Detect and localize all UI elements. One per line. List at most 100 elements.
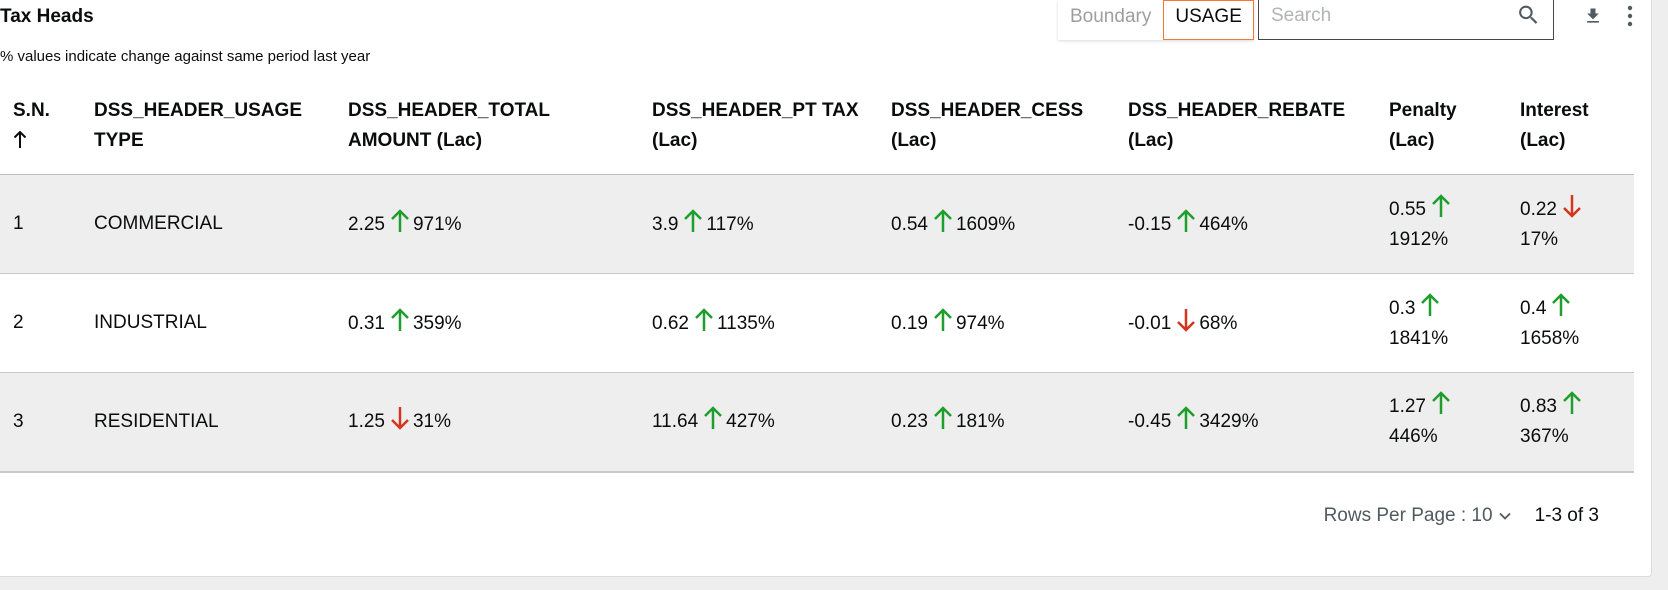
cell-value: 0.55: [1389, 198, 1426, 220]
column-header-penalty-label-2: (Lac): [1389, 130, 1435, 151]
cell-percent: 359%: [412, 312, 462, 334]
cell-percent: 1609%: [955, 213, 1016, 235]
cell-percent: 974%: [955, 312, 1005, 334]
tax-heads-table: S.N. DSS_HEADER_USAGE TYPE DSS_HEADER_TOT…: [0, 88, 1634, 473]
cell-sn: 3: [13, 410, 24, 432]
column-header-interest-label-1: Interest: [1520, 100, 1589, 121]
column-header-usage-label-1: DSS_HEADER_USAGE: [94, 100, 302, 121]
cell-sn: 1: [13, 213, 24, 234]
cell-percent: 68%: [1199, 312, 1238, 334]
cell-value: 11.64: [652, 411, 699, 433]
table-header-row: S.N. DSS_HEADER_USAGE TYPE DSS_HEADER_TOT…: [0, 88, 1634, 175]
search-icon[interactable]: [1516, 2, 1541, 28]
column-header-penalty-label-1: Penalty: [1389, 100, 1457, 121]
cell-value: -0.15: [1128, 213, 1172, 235]
column-header-interest[interactable]: Interest (Lac): [1520, 88, 1634, 175]
table-row[interactable]: 3 RESIDENTIAL 1.25 31% 11.64 427% 0.23 181%…: [0, 372, 1634, 472]
rows-per-page-select[interactable]: Rows Per Page : 10: [1324, 505, 1535, 527]
arrow-up-icon: [1421, 292, 1440, 316]
arrow-up-icon: [1177, 208, 1196, 232]
cell-percent: 367%: [1520, 426, 1569, 448]
cell-value: 0.54: [891, 213, 928, 235]
cell-percent: 3429%: [1199, 411, 1259, 433]
cell-value: -0.01: [1128, 312, 1172, 334]
cell-percent: 464%: [1199, 213, 1248, 235]
cell-total: 1.25 31%: [348, 373, 652, 472]
card-subtitle: % values indicate change against same pe…: [0, 48, 371, 65]
cell-rebate: -0.15 464%: [1128, 175, 1389, 274]
column-header-cess-label-2: (Lac): [891, 130, 937, 151]
column-header-total-label-2: AMOUNT (Lac): [348, 130, 483, 151]
cell-percent: 446%: [1389, 426, 1438, 448]
cell-pt-tax: 3.9 117%: [652, 175, 891, 274]
cell-total: 2.25 971%: [348, 175, 652, 274]
cell-cess: 0.23 181%: [891, 373, 1128, 472]
cell-percent: 1658%: [1520, 327, 1580, 349]
cell-value: 1.27: [1389, 396, 1426, 418]
boundary-toggle-button[interactable]: Boundary: [1070, 6, 1152, 27]
tax-heads-card: Tax Heads % values indicate change again…: [0, 0, 1652, 577]
arrow-up-icon: [704, 406, 723, 430]
cell-pt-tax: 0.62 1135%: [652, 274, 891, 373]
table-row[interactable]: 2 INDUSTRIAL 0.31 359% 0.62 1135% 0.19 974%…: [0, 274, 1634, 373]
column-header-total-label-1: DSS_HEADER_TOTAL: [348, 100, 550, 121]
view-toggle: Boundary USAGE: [1058, 0, 1254, 40]
arrow-down-icon: [1563, 194, 1581, 218]
cell-value: 0.3: [1389, 297, 1416, 319]
cell-value: 3.9: [652, 213, 679, 235]
cell-interest: 0.22 17%: [1520, 175, 1634, 274]
arrow-up-icon: [684, 208, 703, 232]
table-row[interactable]: 1 COMMERCIAL 2.25 971% 3.9 117% 0.54 1609% …: [0, 174, 1634, 274]
arrow-up-icon: [934, 208, 952, 232]
cell-percent: 427%: [726, 411, 775, 433]
more-vert-icon[interactable]: [1625, 4, 1635, 28]
cell-percent: 1841%: [1389, 327, 1449, 349]
column-header-usage[interactable]: DSS_HEADER_USAGE TYPE: [94, 88, 348, 175]
arrow-up-icon: [934, 406, 952, 430]
cell-percent: 1135%: [716, 312, 775, 334]
cell-usage-type: INDUSTRIAL: [94, 312, 207, 333]
column-header-sn[interactable]: S.N.: [0, 88, 94, 175]
cell-percent: 181%: [955, 411, 1005, 433]
search-input[interactable]: [1271, 4, 1516, 27]
column-header-total[interactable]: DSS_HEADER_TOTAL AMOUNT (Lac): [348, 88, 652, 175]
cell-value: 0.23: [891, 411, 928, 433]
cell-percent: 971%: [412, 213, 462, 235]
cell-interest: 0.83 367%: [1520, 373, 1634, 472]
column-header-sn-label: S.N.: [13, 100, 50, 121]
cell-percent: 1912%: [1389, 228, 1449, 250]
card-title: Tax Heads: [0, 6, 94, 27]
cell-percent: 17%: [1520, 228, 1559, 250]
column-header-pt-tax[interactable]: DSS_HEADER_PT TAX (Lac): [652, 88, 891, 175]
arrow-up-icon: [1432, 391, 1450, 415]
rows-per-page-label: Rows Per Page : 10: [1323, 505, 1493, 526]
column-header-cess[interactable]: DSS_HEADER_CESS (Lac): [891, 88, 1128, 175]
cell-sn: 2: [13, 312, 24, 333]
cell-interest: 0.4 1658%: [1520, 274, 1634, 373]
cell-rebate: -0.45 3429%: [1128, 373, 1389, 472]
column-header-interest-label-2: (Lac): [1520, 130, 1566, 151]
cell-value: 0.22: [1520, 198, 1557, 220]
page-info: 1-3 of 3: [1534, 505, 1599, 526]
cell-rebate: -0.01 68%: [1128, 274, 1389, 373]
cell-pt-tax: 11.64 427%: [652, 373, 891, 472]
cell-penalty: 0.55 1912%: [1389, 175, 1520, 274]
column-header-pt-label-2: (Lac): [652, 130, 698, 151]
column-header-rebate-label-2: (Lac): [1128, 130, 1174, 151]
cell-value: -0.45: [1128, 411, 1172, 433]
cell-percent: 117%: [706, 213, 754, 235]
arrow-up-icon: [391, 307, 409, 331]
search-box: [1258, 0, 1554, 40]
cell-value: 0.83: [1520, 396, 1557, 418]
cell-penalty: 0.3 1841%: [1389, 274, 1520, 373]
cell-value: 0.62: [652, 312, 689, 334]
arrow-up-icon: [1432, 193, 1450, 217]
column-header-rebate[interactable]: DSS_HEADER_REBATE (Lac): [1128, 88, 1389, 175]
cell-penalty: 1.27 446%: [1389, 373, 1520, 472]
cell-total: 0.31 359%: [348, 274, 652, 373]
cell-value: 0.19: [891, 312, 928, 334]
column-header-penalty[interactable]: Penalty (Lac): [1389, 88, 1520, 175]
usage-toggle-button[interactable]: USAGE: [1163, 0, 1254, 40]
table-pagination: Rows Per Page : 10 1-3 of 3: [1324, 505, 1599, 527]
download-icon[interactable]: [1583, 6, 1603, 26]
